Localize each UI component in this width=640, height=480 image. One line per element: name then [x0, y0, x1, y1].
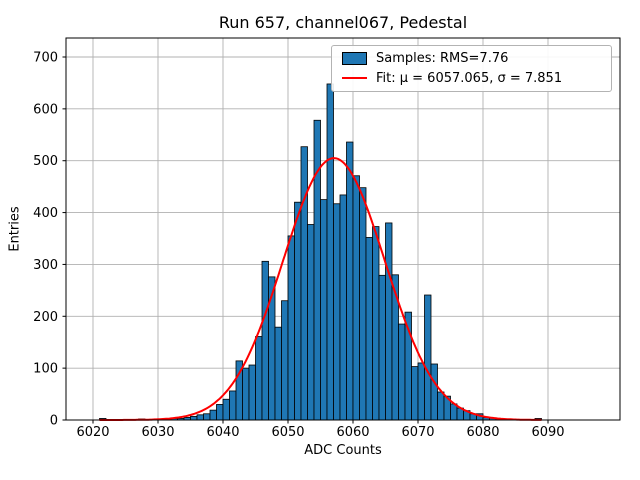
- legend: Samples: RMS=7.76 Fit: μ = 6057.065, σ =…: [331, 45, 612, 92]
- y-axis-label: Entries: [7, 206, 23, 252]
- x-axis-ticks: 6020 6030 6040 6050 6060 6070 6080 6090: [76, 420, 565, 440]
- legend-fit-label: Fit: μ = 6057.065, σ = 7.851: [376, 70, 563, 86]
- histogram-bar: [307, 224, 315, 421]
- histogram-bar: [333, 203, 341, 421]
- gaussian-fit-line: [99, 157, 542, 421]
- y-tick-label: 700: [33, 51, 58, 66]
- x-tick-label: 6030: [141, 425, 174, 440]
- histogram-bar: [261, 260, 269, 421]
- histogram-bar: [346, 141, 354, 421]
- y-axis-ticks: 0 100 200 300 400 500 600 700: [33, 51, 66, 429]
- x-axis-label: ADC Counts: [304, 443, 382, 458]
- histogram-bar: [385, 222, 393, 421]
- y-tick-label: 300: [33, 258, 58, 273]
- histogram-bar: [437, 391, 445, 421]
- histogram-bar: [255, 336, 263, 421]
- histogram-bar: [242, 367, 250, 421]
- histogram-bar: [417, 362, 425, 421]
- histogram-bar: [320, 199, 328, 421]
- histogram-bar: [229, 390, 237, 421]
- histogram-bar: [294, 201, 302, 421]
- legend-entry-samples: Samples: RMS=7.76: [340, 51, 603, 67]
- y-tick-label: 600: [33, 102, 58, 117]
- x-tick-label: 6070: [401, 425, 434, 440]
- plot-frame: [65, 37, 621, 421]
- histogram-bar: [411, 366, 419, 421]
- histogram-bar: [430, 363, 438, 421]
- histogram-bar: [326, 83, 334, 421]
- x-tick-label: 6040: [206, 425, 239, 440]
- histogram-bar: [196, 414, 204, 421]
- y-tick-label: 0: [50, 414, 58, 429]
- x-tick-label: 6080: [466, 425, 499, 440]
- samples-swatch-icon: [342, 52, 367, 66]
- histogram-bar: [209, 409, 217, 421]
- legend-samples-label: Samples: RMS=7.76: [376, 51, 509, 67]
- y-tick-label: 200: [33, 310, 58, 325]
- histogram-bar: [378, 274, 386, 421]
- x-tick-label: 6050: [271, 425, 304, 440]
- histogram-bar: [190, 415, 198, 421]
- plot-title: Run 657, channel067, Pedestal: [218, 13, 468, 32]
- x-tick-label: 6020: [76, 425, 109, 440]
- legend-entry-fit: Fit: μ = 6057.065, σ = 7.851: [340, 72, 603, 85]
- y-tick-label: 400: [33, 206, 58, 221]
- histogram-bar: [398, 323, 406, 421]
- histogram-bar: [274, 326, 282, 421]
- histogram-bar: [222, 398, 230, 421]
- histogram-bar: [424, 294, 432, 421]
- histogram-bar: [450, 403, 458, 421]
- fit-line-swatch-icon: [342, 77, 367, 80]
- histogram-bar: [300, 146, 308, 421]
- histogram-bar: [216, 404, 224, 421]
- histogram-bar: [203, 413, 211, 421]
- histogram-bar: [248, 364, 256, 421]
- histogram-bar: [372, 226, 380, 421]
- histogram-bar: [287, 235, 295, 421]
- x-tick-label: 6060: [336, 425, 369, 440]
- histogram-bar: [281, 300, 289, 421]
- histogram-bar: [339, 194, 347, 421]
- fit-curve: [99, 157, 542, 421]
- y-tick-label: 100: [33, 362, 58, 377]
- histogram-bar: [359, 187, 367, 421]
- histogram-bar: [365, 237, 373, 421]
- histogram-bar: [313, 119, 321, 421]
- histogram-bar: [352, 175, 360, 421]
- histogram-bars: [99, 83, 542, 421]
- y-tick-label: 500: [33, 154, 58, 169]
- axes-frame: [65, 37, 621, 421]
- x-tick-label: 6090: [531, 425, 564, 440]
